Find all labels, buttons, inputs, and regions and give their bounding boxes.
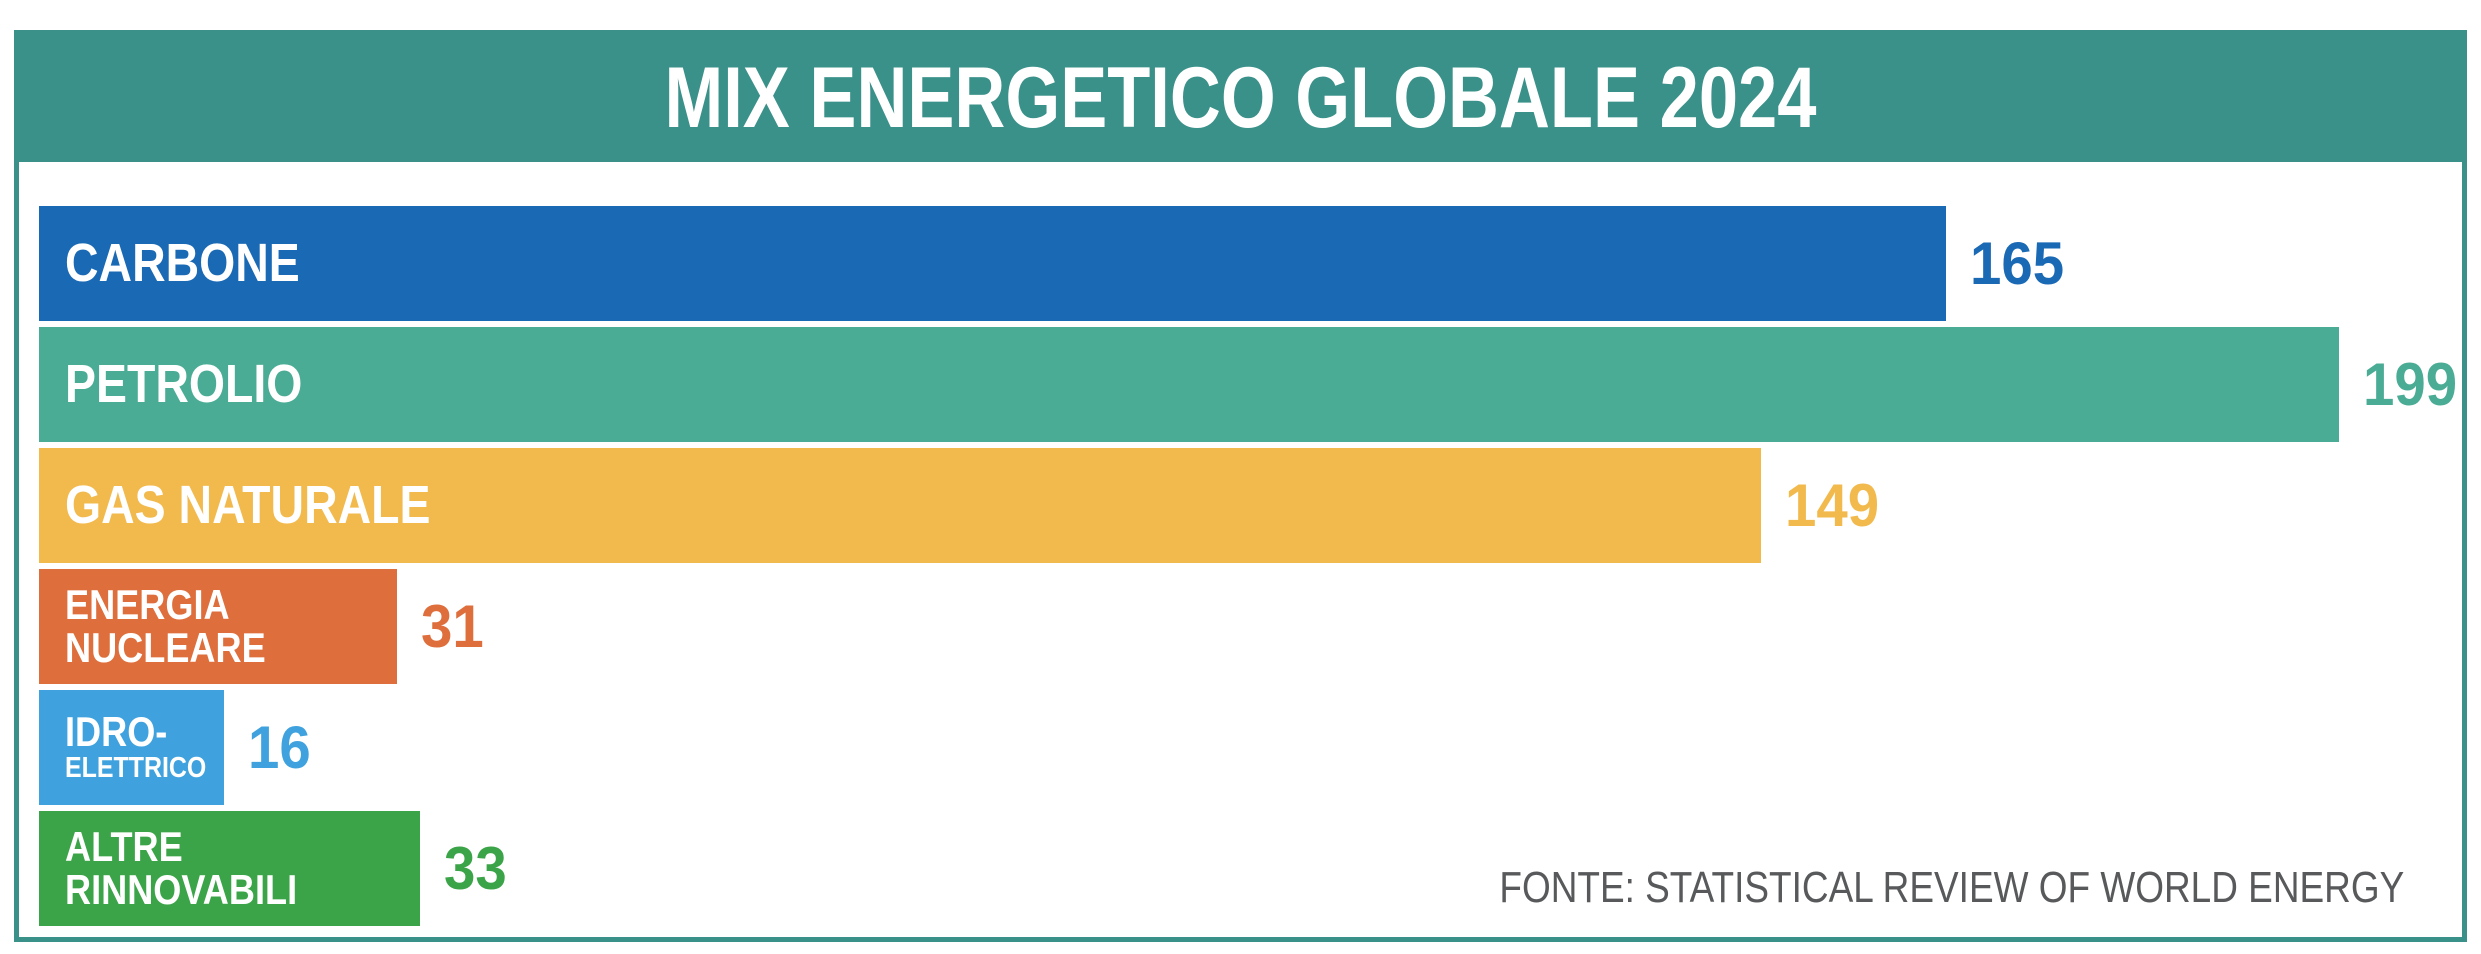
chart-frame: MIX ENERGETICO GLOBALE 2024 CARBONE 165 PE… [14, 30, 2467, 942]
bar-energia-nucleare: ENERGIA NUCLEARE [39, 569, 397, 684]
bar-label-carbone: CARBONE [65, 232, 300, 293]
chart-title: MIX ENERGETICO GLOBALE 2024 [664, 50, 1817, 146]
bar-value-idroelettrico: 16 [248, 714, 311, 781]
bar-row-gas-naturale: GAS NATURALE 149 [39, 448, 2442, 563]
bar-label-energia-nucleare-line2: NUCLEARE [65, 623, 266, 671]
bar-value-carbone: 165 [1970, 230, 2065, 297]
bar-value-altre-rinnovabili: 33 [444, 835, 507, 902]
bar-label-petrolio: PETROLIO [65, 353, 303, 414]
bar-idroelettrico: IDRO- ELETTRICO [39, 690, 224, 805]
bar-label-energia-nucleare-line1: ENERGIA [65, 580, 230, 628]
bar-petrolio: PETROLIO [39, 327, 2339, 442]
bar-value-energia-nucleare: 31 [421, 593, 484, 660]
bar-value-gas-naturale: 149 [1785, 472, 1880, 539]
bar-row-idroelettrico: IDRO- ELETTRICO 16 [39, 690, 2442, 805]
bar-label-idroelettrico-line1: IDRO- [65, 708, 168, 756]
bar-label-idroelettrico-line2: ELETTRICO [65, 752, 207, 785]
bar-carbone: CARBONE [39, 206, 1946, 321]
bar-label-gas-naturale: GAS NATURALE [65, 474, 431, 535]
bar-value-petrolio: 199 [2363, 351, 2458, 418]
bar-label-altre-rinnovabili-line1: ALTRE [65, 822, 183, 870]
bar-row-petrolio: PETROLIO 199 [39, 327, 2457, 442]
header-band: MIX ENERGETICO GLOBALE 2024 [19, 35, 2462, 162]
bar-altre-rinnovabili: ALTRE RINNOVABILI [39, 811, 420, 926]
bar-row-altre-rinnovabili: ALTRE RINNOVABILI 33 [39, 811, 2442, 926]
bar-row-energia-nucleare: ENERGIA NUCLEARE 31 [39, 569, 2442, 684]
bar-row-carbone: CARBONE 165 [39, 206, 2442, 321]
bar-chart: CARBONE 165 PETROLIO 199 GAS NATURALE 149 ENER… [39, 162, 2457, 926]
bar-gas-naturale: GAS NATURALE [39, 448, 1761, 563]
source-note: FONTE: STATISTICAL REVIEW OF WORLD ENERG… [1499, 863, 2404, 912]
bar-label-altre-rinnovabili-line2: RINNOVABILI [65, 865, 298, 913]
